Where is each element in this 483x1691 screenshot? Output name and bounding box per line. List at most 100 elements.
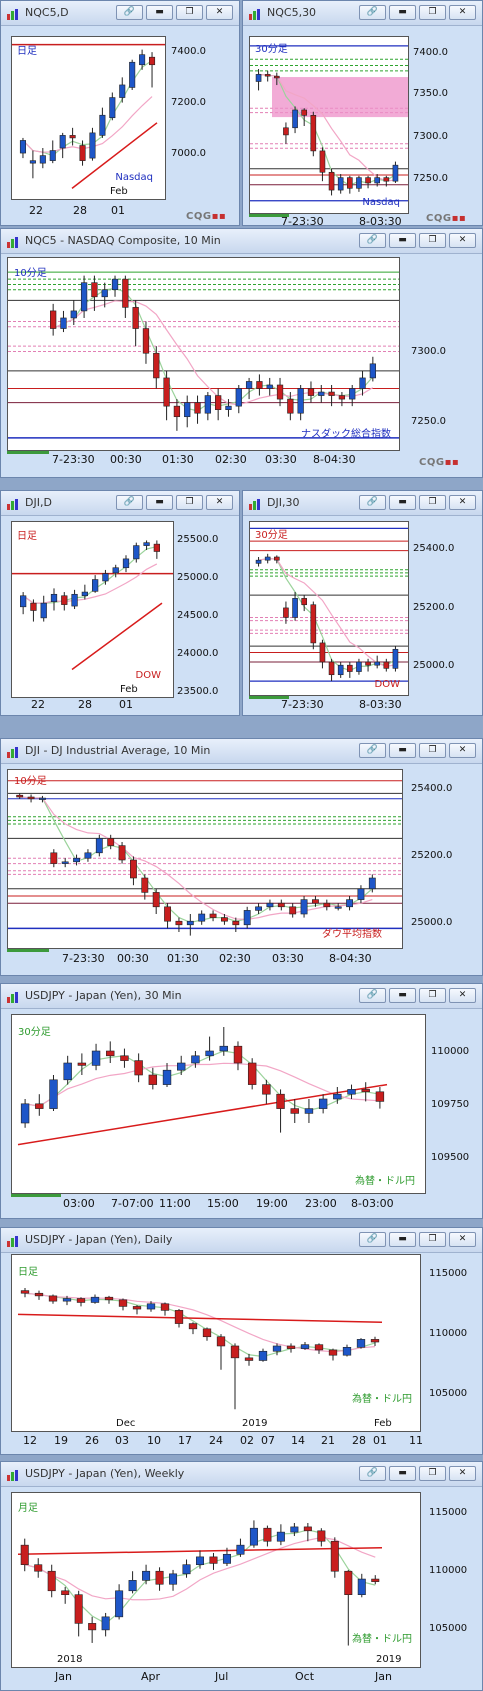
title-bar[interactable]: USDJPY - Japan (Yen), Daily 🔗 ▬ ❐ ✕ bbox=[1, 1228, 482, 1253]
candle-body bbox=[328, 391, 335, 396]
candle-body bbox=[61, 861, 69, 864]
candle-body bbox=[337, 664, 344, 676]
candle-body bbox=[184, 402, 191, 418]
close-button[interactable]: ✕ bbox=[449, 1232, 476, 1247]
close-button[interactable]: ✕ bbox=[206, 495, 233, 510]
candle-body bbox=[368, 877, 376, 890]
candle-body bbox=[74, 1594, 83, 1624]
candle-body bbox=[369, 363, 376, 379]
minimize-button[interactable]: ▬ bbox=[389, 743, 416, 758]
title-bar[interactable]: NQC5 - NASDAQ Composite, 10 Min 🔗 ▬ ❐ ✕ bbox=[1, 229, 482, 254]
close-button[interactable]: ✕ bbox=[449, 1466, 476, 1481]
candle-body bbox=[301, 598, 307, 606]
title-bar[interactable]: NQC5,30 🔗 ▬ ❐ ✕ bbox=[243, 1, 482, 26]
x-tick: 7-23:30 bbox=[52, 453, 95, 466]
candle-body bbox=[20, 595, 27, 608]
minimize-button[interactable]: ▬ bbox=[389, 495, 416, 510]
link-icon[interactable]: 🔗 bbox=[359, 1466, 386, 1481]
restore-button[interactable]: ❐ bbox=[419, 988, 446, 1003]
title-bar[interactable]: USDJPY - Japan (Yen), 30 Min 🔗 ▬ ❐ ✕ bbox=[1, 984, 482, 1009]
minimize-button[interactable]: ▬ bbox=[146, 5, 173, 20]
link-icon[interactable]: 🔗 bbox=[359, 495, 386, 510]
restore-button[interactable]: ❐ bbox=[419, 1466, 446, 1481]
plot-area[interactable]: 日足 為替・ドル円 Dec 2019 Feb bbox=[11, 1254, 421, 1432]
candle-body bbox=[334, 906, 342, 909]
close-button[interactable]: ✕ bbox=[449, 743, 476, 758]
candle-body bbox=[186, 920, 194, 926]
instrument-label: Nasdaq bbox=[362, 197, 400, 208]
candlestick-chart bbox=[8, 780, 402, 936]
plot-area[interactable]: 月足 為替・ドル円 2018 2019 bbox=[11, 1492, 421, 1668]
candle-body bbox=[62, 1298, 72, 1302]
candle-body bbox=[63, 1062, 72, 1081]
window-title: DJI,D bbox=[25, 496, 52, 509]
restore-button[interactable]: ❐ bbox=[176, 495, 203, 510]
close-button[interactable]: ✕ bbox=[449, 495, 476, 510]
candlestick-chart bbox=[250, 45, 408, 202]
candle-body bbox=[133, 545, 140, 560]
plot-area[interactable]: 日足 DOW Feb bbox=[11, 521, 174, 698]
title-bar[interactable]: DJI,D 🔗 ▬ ❐ ✕ bbox=[1, 491, 239, 516]
moving-average-line bbox=[52, 300, 374, 406]
candle-body bbox=[274, 556, 280, 561]
link-icon[interactable]: 🔗 bbox=[359, 233, 386, 248]
link-icon[interactable]: 🔗 bbox=[116, 495, 143, 510]
moving-average-line bbox=[258, 557, 396, 672]
moving-average-line bbox=[24, 1062, 380, 1107]
minimize-button[interactable]: ▬ bbox=[389, 988, 416, 1003]
month-label: Feb bbox=[120, 684, 138, 695]
restore-button[interactable]: ❐ bbox=[419, 1232, 446, 1247]
title-bar[interactable]: USDJPY - Japan (Yen), Weekly 🔗 ▬ ❐ ✕ bbox=[1, 1462, 482, 1487]
minimize-button[interactable]: ▬ bbox=[146, 495, 173, 510]
title-bar[interactable]: DJI - DJ Industrial Average, 10 Min 🔗 ▬ … bbox=[1, 739, 482, 764]
link-icon[interactable]: 🔗 bbox=[359, 988, 386, 1003]
title-bar[interactable]: DJI,30 🔗 ▬ ❐ ✕ bbox=[243, 491, 482, 516]
close-button[interactable]: ✕ bbox=[449, 233, 476, 248]
plot-area[interactable]: 10分足 ダウ平均指数 bbox=[7, 769, 403, 949]
link-icon[interactable]: 🔗 bbox=[359, 1232, 386, 1247]
candle-body bbox=[310, 604, 317, 644]
link-icon[interactable]: 🔗 bbox=[116, 5, 143, 20]
candle-body bbox=[19, 140, 26, 154]
window-dji-30: DJI,30 🔗 ▬ ❐ ✕ 30分足 DOW 25400.0 25200.0 … bbox=[242, 490, 483, 716]
minimize-button[interactable]: ▬ bbox=[389, 1466, 416, 1481]
candle-body bbox=[392, 648, 399, 669]
plot-area[interactable]: 30分足 Nasdaq bbox=[249, 36, 409, 214]
candle-body bbox=[286, 1345, 296, 1349]
x-tick: 7-23:30 bbox=[281, 215, 324, 228]
minimize-button[interactable]: ▬ bbox=[389, 1232, 416, 1247]
plot-area[interactable]: 日足 Nasdaq Feb bbox=[11, 36, 166, 200]
restore-button[interactable]: ❐ bbox=[419, 743, 446, 758]
close-button[interactable]: ✕ bbox=[449, 988, 476, 1003]
x-tick: 8-03:00 bbox=[351, 1197, 394, 1210]
candle-body bbox=[245, 381, 253, 389]
restore-button[interactable]: ❐ bbox=[419, 5, 446, 20]
trend-line bbox=[71, 602, 163, 671]
close-button[interactable]: ✕ bbox=[206, 5, 233, 20]
candle-body bbox=[283, 127, 289, 136]
restore-button[interactable]: ❐ bbox=[176, 5, 203, 20]
minimize-button[interactable]: ▬ bbox=[389, 233, 416, 248]
candlestick-chart bbox=[17, 1287, 383, 1410]
plot-area[interactable]: 10分足 ナスダック総合指数 bbox=[7, 257, 400, 451]
candle-body bbox=[342, 1346, 352, 1356]
y-tick: 109500 bbox=[431, 1152, 470, 1163]
restore-button[interactable]: ❐ bbox=[419, 233, 446, 248]
close-button[interactable]: ✕ bbox=[449, 5, 476, 20]
candle-body bbox=[90, 1296, 100, 1303]
plot-area[interactable]: 30分足 為替・ドル円 bbox=[11, 1014, 426, 1194]
link-icon[interactable]: 🔗 bbox=[359, 5, 386, 20]
period-label: 30分足 bbox=[255, 530, 288, 541]
candle-body bbox=[106, 1050, 115, 1057]
minimize-button[interactable]: ▬ bbox=[389, 5, 416, 20]
instrument-label: ナスダック総合指数 bbox=[301, 429, 391, 440]
candle-body bbox=[266, 902, 274, 908]
title-bar[interactable]: NQC5,D 🔗 ▬ ❐ ✕ bbox=[1, 1, 239, 26]
x-axis: 7-23:30 00:30 01:30 02:30 03:30 8-04:30 bbox=[7, 453, 400, 473]
link-icon[interactable]: 🔗 bbox=[359, 743, 386, 758]
plot-area[interactable]: 30分足 DOW bbox=[249, 521, 409, 696]
x-tick: 07 bbox=[261, 1434, 275, 1447]
candle-body bbox=[73, 857, 80, 863]
candle-body bbox=[272, 1345, 282, 1352]
restore-button[interactable]: ❐ bbox=[419, 495, 446, 510]
